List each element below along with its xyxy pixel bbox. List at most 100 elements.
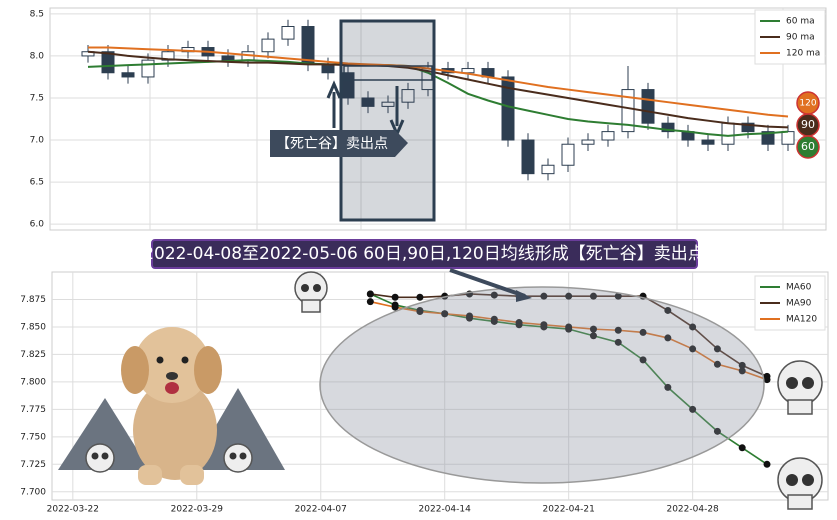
bottom-layer: 7.700 7.725 7.750 7.775 7.800 7.825 7.850 7.875… [20,272,828,515]
ma-point [416,308,424,316]
legend-label: MA90 [786,299,812,309]
candle-body [561,143,575,166]
y-tick-label: 7.750 [20,432,46,442]
y-tick-label: 7.850 [20,322,46,332]
y-tick-label: 8.5 [30,9,44,19]
legend-label: MA60 [786,283,812,293]
ma-point [515,319,523,327]
ma-line [87,59,789,137]
skulls [85,271,823,510]
candle-body [721,122,735,145]
y-tick-label: 7.775 [20,405,46,415]
candle-body [321,63,335,74]
x-tick-label: 2022-04-28 [666,505,719,515]
arrow-up [326,80,342,128]
y-tick-label: 6.0 [30,220,45,230]
ma-point [589,332,597,340]
ma-point [391,303,399,311]
candle-body [701,139,715,145]
ma-point [664,334,672,342]
candle-body [361,97,375,107]
x-tick-label: 2022-04-14 [419,505,472,515]
x-tick-label: 2022-03-29 [171,505,224,515]
candle-body [741,122,755,133]
ma-point [713,427,721,435]
ma-point [565,323,573,331]
y-tick-label: 7.875 [20,295,46,305]
legend-label: 120 ma [786,49,820,59]
highlight-box [339,19,436,222]
ma-point [689,323,697,331]
end-badge-label: 60 [801,140,815,153]
top-layer: 6.0 6.5 7.0 7.5 8.0 8.5 60 ma 90 ma 120 ma 120 90 6… [30,9,826,230]
ma-line [87,50,789,129]
candle-body [381,101,395,107]
ma-point [416,293,424,301]
candle-body [661,122,675,133]
candle-body [301,26,315,65]
candle-body [781,131,795,145]
ma-point [614,326,622,334]
candle-body [761,131,775,145]
end-badge-label: 120 [799,99,816,109]
dog [121,327,222,485]
candle-body [281,26,295,40]
x-tick-label: 2022-03-22 [47,505,99,515]
annotation-arrow [395,130,408,157]
ma-point [738,444,746,452]
ma-line [88,46,789,118]
legend-label: MA120 [786,315,817,325]
ma-point [614,292,622,300]
ma-point [614,338,622,346]
candle-body [541,164,555,175]
candle-body [621,89,635,133]
y-tick-label: 6.5 [30,178,44,188]
y-tick-label: 7.700 [20,487,46,497]
y-tick-label: 7.5 [30,93,44,103]
mountains [58,388,285,470]
ma-point [540,292,548,300]
y-tick-label: 7.800 [20,377,46,387]
y-tick-label: 7.825 [20,350,46,360]
legend-label: 60 ma [786,17,815,27]
banner-pointer [449,268,526,298]
ma-point [565,292,573,300]
ma-point [441,310,449,318]
top-plot-area [49,7,827,231]
candle-body [221,55,235,61]
candle-body [141,59,155,78]
annotation: 【死亡谷】卖出点 [276,136,388,152]
end-badge [796,135,820,159]
candle-body [401,89,415,103]
y-tick-label: 8.0 [30,51,45,61]
candle-body [641,89,655,124]
ma-point [366,290,374,298]
ma-point [689,345,697,353]
ma-point [639,328,647,336]
banner: 2022-04-08至2022-05-06 60日,90日,120日均线形成【死… [143,244,705,264]
highlight-ellipse [319,286,765,484]
ma-point [490,315,498,323]
ma-point [738,361,746,369]
ma-point [664,306,672,314]
x-tick-label: 2022-04-21 [543,505,595,515]
candle-body [121,72,135,78]
skull-eyes [91,284,814,486]
end-badge-label: 90 [801,118,815,131]
ma-point [589,292,597,300]
ma-point [540,321,548,329]
ma-point [763,376,771,384]
ma-point [738,367,746,375]
ma-point [391,293,399,301]
x-tick-label: 2022-04-07 [295,505,347,515]
annotation-box [270,130,395,157]
legend-label: 90 ma [786,33,815,43]
y-tick-label: 7.0 [30,136,45,146]
ma-point [664,383,672,391]
ma-point [713,360,721,368]
highlight-inner [343,65,433,81]
candle-body [101,51,115,74]
ma-point [589,325,597,333]
candle-body [261,38,275,53]
